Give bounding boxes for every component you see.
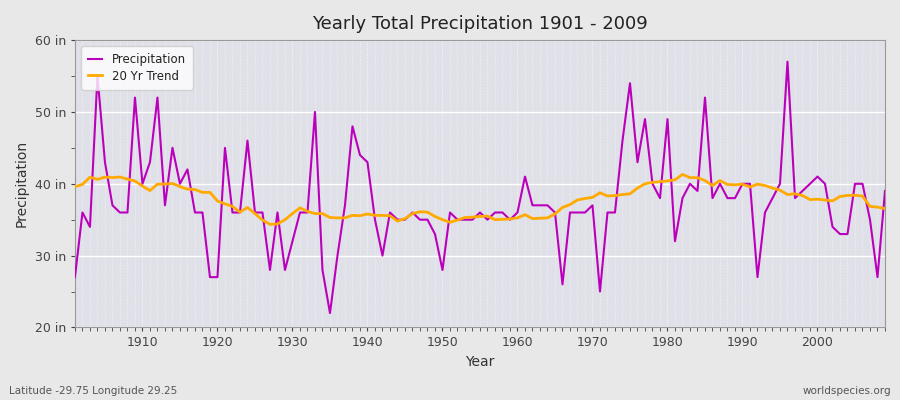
20 Yr Trend [677, 172, 688, 177]
20 Yr Trend [609, 193, 620, 198]
20 Yr Trend [130, 178, 140, 183]
Precipitation [782, 59, 793, 64]
Text: Latitude -29.75 Longitude 29.25: Latitude -29.75 Longitude 29.25 [9, 386, 177, 396]
Precipitation [879, 188, 890, 193]
Precipitation [347, 124, 358, 129]
20 Yr Trend [347, 213, 358, 218]
20 Yr Trend [519, 212, 530, 217]
Precipitation [519, 174, 530, 179]
20 Yr Trend [879, 206, 890, 211]
20 Yr Trend [69, 184, 80, 189]
20 Yr Trend [265, 222, 275, 227]
Line: Precipitation: Precipitation [75, 62, 885, 313]
Precipitation [294, 210, 305, 215]
20 Yr Trend [512, 216, 523, 220]
Precipitation [325, 311, 336, 316]
Y-axis label: Precipitation: Precipitation [15, 140, 29, 227]
Line: 20 Yr Trend: 20 Yr Trend [75, 174, 885, 224]
Legend: Precipitation, 20 Yr Trend: Precipitation, 20 Yr Trend [81, 46, 193, 90]
Precipitation [69, 275, 80, 280]
Precipitation [609, 210, 620, 215]
Precipitation [512, 210, 523, 215]
X-axis label: Year: Year [465, 355, 495, 369]
Precipitation [130, 95, 140, 100]
Title: Yearly Total Precipitation 1901 - 2009: Yearly Total Precipitation 1901 - 2009 [312, 15, 648, 33]
20 Yr Trend [302, 209, 313, 214]
Text: worldspecies.org: worldspecies.org [803, 386, 891, 396]
